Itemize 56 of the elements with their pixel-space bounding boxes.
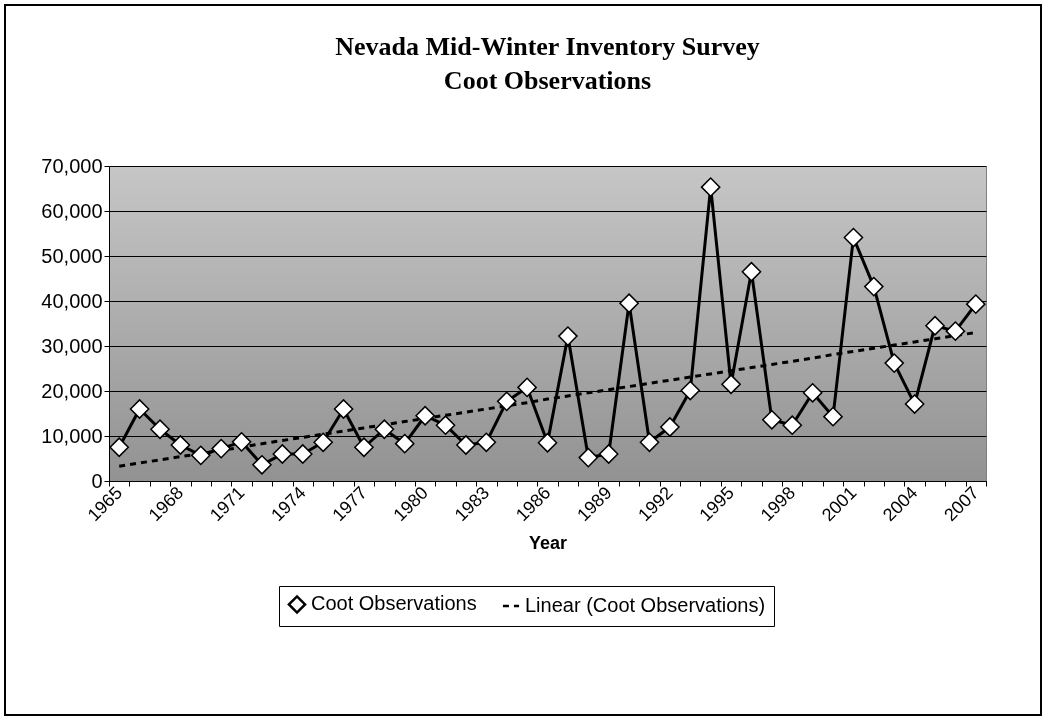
point <box>578 447 599 468</box>
y-tick-label: 30,000 <box>41 334 103 357</box>
point <box>843 227 864 248</box>
point <box>863 276 884 297</box>
point <box>639 432 660 453</box>
point <box>170 435 191 455</box>
point <box>456 435 476 455</box>
point <box>762 409 782 430</box>
point <box>252 454 272 475</box>
x-axis-title: Year <box>528 533 568 554</box>
y-tick-label: 60,000 <box>41 199 103 222</box>
point <box>598 444 619 464</box>
y-tick-label: 10,000 <box>41 424 103 447</box>
point <box>619 293 639 314</box>
point <box>211 438 232 459</box>
chart-title: Nevada Mid-Winter Inventory Survey <box>335 32 760 61</box>
point <box>802 382 823 403</box>
point <box>945 321 966 341</box>
point <box>823 406 843 427</box>
point <box>741 261 762 282</box>
legend-label: Linear (Coot Observations) <box>525 594 766 616</box>
legend-label: Coot Observations <box>311 592 477 615</box>
point <box>109 437 130 458</box>
point <box>333 399 354 419</box>
point <box>150 419 170 440</box>
point <box>537 432 558 453</box>
point <box>415 405 435 426</box>
point <box>231 432 252 452</box>
point <box>129 399 150 419</box>
point <box>660 417 680 437</box>
point <box>394 433 415 454</box>
point <box>354 437 374 458</box>
point <box>884 353 905 373</box>
point <box>558 326 578 346</box>
point <box>292 444 313 464</box>
point <box>782 415 803 436</box>
point <box>190 445 211 466</box>
y-tick-label: 40,000 <box>41 289 103 312</box>
point <box>965 294 986 314</box>
point <box>700 177 721 197</box>
chart-subtitle: Coot Observations <box>443 66 652 95</box>
point <box>496 391 517 412</box>
point <box>476 432 497 453</box>
y-tick-label: 0 <box>91 469 103 492</box>
point <box>925 315 945 336</box>
point <box>680 380 701 401</box>
y-tick-label: 70,000 <box>41 154 103 177</box>
point <box>904 394 925 414</box>
point <box>435 415 456 436</box>
point <box>721 374 741 395</box>
point <box>517 377 537 398</box>
point <box>313 432 333 453</box>
point <box>272 444 293 464</box>
point <box>374 419 395 440</box>
y-tick-label: 50,000 <box>41 244 103 267</box>
y-tick-label: 20,000 <box>41 379 103 402</box>
